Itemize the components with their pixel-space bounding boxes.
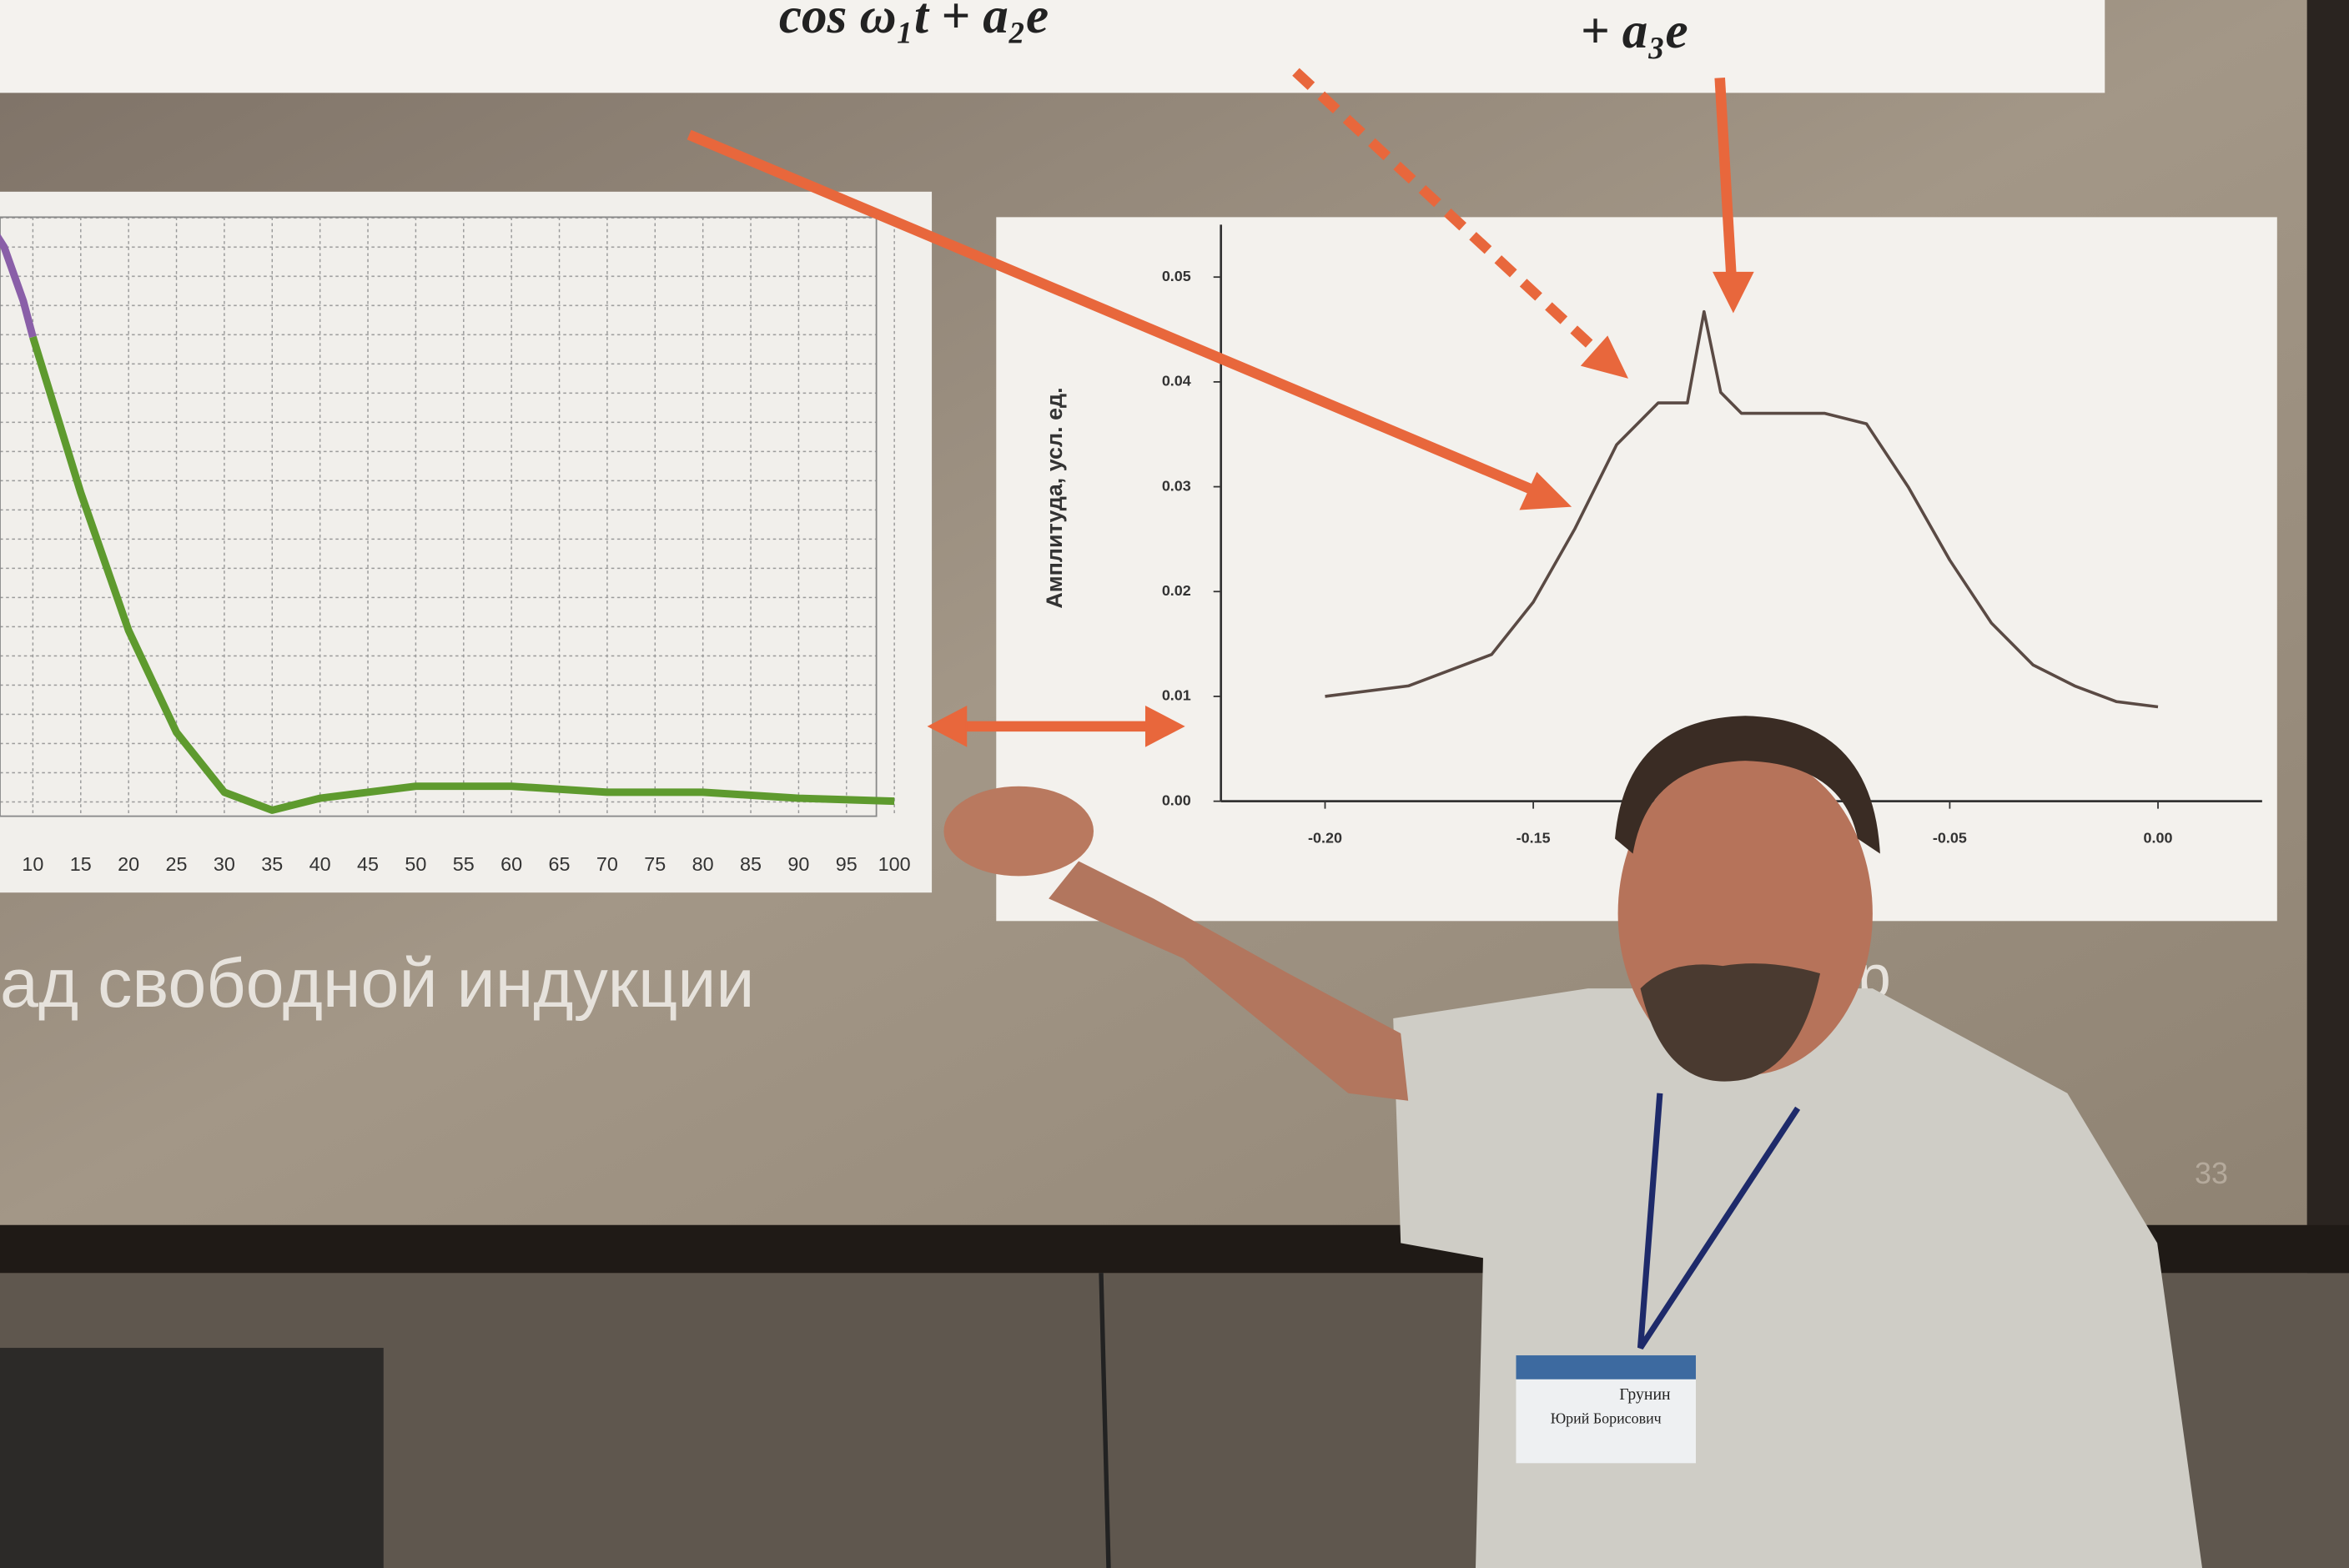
arrow-head: [1580, 335, 1629, 379]
x-tick-label: 25: [166, 853, 188, 875]
y-tick-label: 0.01: [1162, 687, 1191, 704]
x-tick-label: 85: [740, 853, 762, 875]
charts: 10 15 20 25 30 35 40 45 50 55 60 65 70 75 80 85 90 95 100 -…: [0, 216, 2262, 875]
y-tick-label: 0.02: [1162, 582, 1191, 599]
data-line: [1325, 309, 2159, 709]
arrow: [687, 129, 1546, 500]
x-tick-label: -0.15: [1517, 829, 1551, 846]
slide-caption: ад свободной индукции: [0, 944, 755, 1022]
slide-number: 33: [2195, 1156, 2228, 1190]
grid-pattern: [0, 217, 877, 817]
badge-surname: Грунин: [1619, 1385, 1671, 1404]
x-tick-label: 45: [357, 853, 379, 875]
arrow-head: [1144, 706, 1185, 747]
lanyard: [1637, 1093, 1801, 1350]
cable: [1099, 1273, 1111, 1568]
x-tick-label: 100: [878, 853, 911, 875]
formula-part: + a₃e: [1581, 3, 1688, 59]
arrow-head: [1713, 271, 1754, 314]
badge-name: Юрий Борисович: [1551, 1410, 1662, 1426]
y-tick-label: 0.04: [1162, 373, 1191, 389]
x-tick-label: 70: [596, 853, 618, 875]
x-tick-label: 35: [261, 853, 283, 875]
y-tick-label: 0.05: [1162, 268, 1191, 284]
arm: [1049, 861, 1409, 1101]
formula-part: cos ω₁t + a₂e: [779, 0, 1049, 44]
x-tick-label: 65: [549, 853, 571, 875]
x-tick-label: 50: [405, 853, 426, 875]
badge-header: [1516, 1355, 1696, 1380]
screen-edge: [2306, 0, 2349, 1274]
x-tick-label: -0.20: [1308, 829, 1342, 846]
x-tick-label: 75: [644, 853, 666, 875]
x-tick-label: 10: [22, 853, 43, 875]
hand: [943, 786, 1094, 877]
formula-box: [0, 0, 2105, 93]
arrow: [1292, 68, 1607, 360]
arrow: [1714, 78, 1738, 285]
beard: [1640, 963, 1821, 1082]
x-tick-label: 55: [453, 853, 475, 875]
arrow-head: [927, 706, 968, 747]
x-tick-label: 80: [692, 853, 714, 875]
x-tick-label: 15: [70, 853, 92, 875]
x-tick-label: 20: [118, 853, 139, 875]
y-axis-label: Амплитуда, усл. ед.: [1042, 387, 1067, 608]
x-tick-label: -0.05: [1933, 829, 1967, 846]
x-tick-label: 60: [500, 853, 522, 875]
data-line: [29, 335, 895, 814]
presenter: Грунин Юрий Борисович: [943, 716, 2202, 1568]
arrow-head: [1519, 471, 1572, 510]
x-tick-label: 90: [787, 853, 809, 875]
y-tick-label: 0.00: [1162, 792, 1191, 808]
x-tick-label: 30: [214, 853, 235, 875]
data-line: [0, 234, 37, 339]
x-tick-label: 0.00: [2144, 829, 2173, 846]
arrows: [687, 68, 1754, 747]
plot-frame: [0, 216, 878, 817]
monitor: [0, 1348, 384, 1568]
hair: [1615, 716, 1880, 854]
x-tick-label: 95: [836, 853, 858, 875]
x-tick-label: 40: [309, 853, 331, 875]
y-tick-label: 0.03: [1162, 477, 1191, 494]
